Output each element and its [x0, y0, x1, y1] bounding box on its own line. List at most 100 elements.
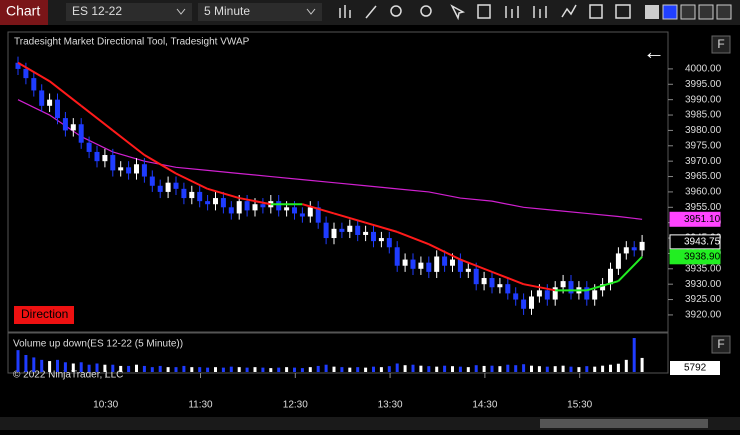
candle-body [70, 124, 76, 131]
volume-bar [379, 367, 383, 372]
candle-body [457, 259, 463, 272]
candle-body [378, 238, 384, 242]
strategies-icon[interactable] [533, 6, 547, 18]
volume-bar [253, 367, 257, 372]
direction-line [207, 187, 240, 200]
y-tick-label: 3960.00 [685, 187, 722, 198]
candle-body [473, 268, 479, 285]
scroll-thumb[interactable] [540, 419, 708, 428]
direction-line [17, 61, 51, 83]
panel-button[interactable] [711, 35, 731, 54]
candle-body [465, 268, 471, 272]
data-box-icon[interactable] [477, 4, 491, 19]
volume-bar [316, 365, 320, 372]
theme-light-button[interactable] [645, 5, 659, 19]
properties-icon[interactable] [589, 4, 603, 19]
volume-bar [632, 338, 636, 372]
chart-tab[interactable] [0, 0, 48, 25]
zoom-in-icon[interactable] [390, 5, 402, 17]
copyright: © 2022 NinjaTrader, LLC [13, 370, 123, 381]
y-tick-label: 3980.00 [685, 125, 722, 136]
candle-body [284, 207, 290, 211]
candle-body [165, 182, 171, 192]
volume-bar [48, 361, 52, 372]
volume-bar [214, 367, 217, 372]
direction-line [365, 221, 398, 233]
candle-body [118, 167, 124, 171]
x-tick-label: 11:30 [188, 400, 213, 411]
direction-line [460, 258, 493, 273]
candle-body [299, 213, 305, 217]
candle-body [347, 225, 353, 232]
candle-body [31, 78, 37, 91]
direction-line [80, 105, 114, 132]
volume-bar [300, 368, 304, 372]
candle-body [481, 278, 487, 285]
volume-bar [135, 364, 138, 372]
direction-line [112, 129, 146, 156]
draw-icon[interactable] [365, 5, 377, 19]
candle-body [434, 256, 440, 272]
volume-bar [458, 366, 462, 372]
volume-bar [237, 367, 241, 372]
volume-bar [419, 365, 423, 372]
pointer-icon[interactable] [450, 4, 466, 21]
y-tick-label: 3975.00 [685, 140, 722, 151]
zoom-out-icon[interactable] [420, 5, 432, 17]
y-tick-label: 3985.00 [685, 110, 722, 121]
y-tick-label: 4000.00 [685, 64, 722, 75]
candle-body [402, 259, 408, 266]
minimize-button[interactable] [680, 4, 696, 20]
indicators-icon[interactable] [505, 6, 519, 18]
close-button[interactable] [716, 4, 732, 20]
x-tick-label: 13:30 [378, 400, 403, 411]
candle-body [141, 164, 147, 177]
candle-body [426, 262, 432, 272]
x-tick-label: 10:30 [93, 400, 118, 411]
candle-body [442, 256, 448, 266]
volume-bar [395, 363, 399, 372]
volume-bar [522, 364, 526, 372]
candle-body [213, 198, 218, 205]
window-icon[interactable] [615, 4, 631, 19]
candle-body [489, 278, 495, 288]
theme-blue-button[interactable] [662, 4, 678, 20]
bars-icon[interactable] [339, 5, 351, 18]
price-label-box [669, 234, 721, 250]
interval-dropdown[interactable] [198, 3, 322, 21]
candle-body [55, 99, 60, 119]
volume-bar [372, 366, 375, 372]
volume-bar [269, 368, 273, 372]
instrument-dropdown[interactable] [66, 3, 192, 21]
maximize-button[interactable] [698, 4, 714, 20]
volume-bar [127, 365, 131, 372]
volume-bar [277, 367, 281, 372]
panel-button[interactable] [711, 335, 731, 354]
volume-bar [593, 366, 597, 372]
candle-body [513, 293, 519, 300]
direction-line [491, 270, 524, 286]
candle-body [307, 207, 313, 217]
direction-line [239, 197, 271, 206]
candle-body [323, 222, 329, 239]
y-tick-label: 3930.00 [685, 279, 722, 290]
candle-body [521, 299, 527, 309]
volume-bar [174, 367, 178, 372]
candle-body [15, 62, 21, 69]
candle-body [149, 176, 155, 186]
direction-line [143, 154, 177, 175]
volume-bar [537, 366, 541, 372]
templates-icon[interactable] [561, 4, 577, 18]
volume-bar [111, 364, 115, 372]
volume-label: 5792 [684, 363, 707, 374]
volume-bar [245, 367, 249, 372]
volume-bar [32, 357, 36, 372]
candle-body [529, 296, 534, 309]
candle-body [236, 201, 242, 214]
volume-bar [79, 362, 83, 372]
back-arrow[interactable]: ← [643, 39, 665, 64]
candle-body [410, 259, 416, 269]
candle-body [315, 207, 321, 223]
candle-body [355, 225, 361, 235]
